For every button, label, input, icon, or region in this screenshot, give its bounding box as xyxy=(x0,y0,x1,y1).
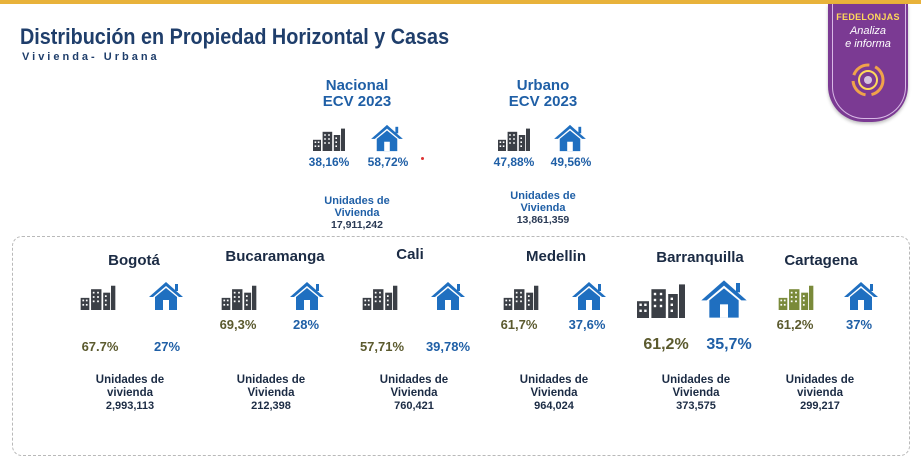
fedelonjas-logo-icon xyxy=(851,63,885,97)
cartagena-units-label2: vivienda xyxy=(796,387,844,399)
bucaramanga-units-value: 212,398 xyxy=(251,400,291,412)
nacional-units-label2: Vivienda xyxy=(334,207,380,219)
nacional-title-line1: Nacional xyxy=(325,77,389,94)
cartagena-units: Unidades de vivienda 299,217 xyxy=(750,374,890,413)
barranquilla-units-value: 373,575 xyxy=(676,400,716,412)
urbano-title-line1: Urbano xyxy=(516,77,570,94)
cartagena-casa-pct: 37% xyxy=(845,317,873,332)
cali-house-icon xyxy=(429,281,467,311)
bogota-house-icon xyxy=(147,281,185,311)
bogota-building-icon xyxy=(79,284,117,310)
top-accent-bar xyxy=(0,0,921,4)
barranquilla-house-icon xyxy=(698,279,750,319)
medellin-units-label1: Unidades de xyxy=(519,374,589,386)
medellin-casa-pct: 37,6% xyxy=(568,317,606,332)
bogota-units-label1: Unidades de xyxy=(95,374,165,386)
urbano-units: Unidades de Vivienda 13,861,359 xyxy=(478,190,608,226)
city-name-medellin: Medellin xyxy=(525,248,586,265)
urbano-title: Urbano ECV 2023 xyxy=(473,78,613,110)
city-name-bucaramanga: Bucaramanga xyxy=(225,248,325,265)
barranquilla-casa-pct: 35,7% xyxy=(706,336,752,353)
badge-border xyxy=(832,4,906,119)
page-title: Distribución en Propiedad Horizontal y C… xyxy=(20,24,450,49)
nacional-units-label1: Unidades de xyxy=(324,195,390,207)
bogota-casa-pct: 27% xyxy=(153,339,181,354)
bogota-units: Unidades de vivienda 2,993,113 xyxy=(60,374,200,413)
medellin-ph-pct: 61,7% xyxy=(500,317,538,332)
urbano-units-label2: Vivienda xyxy=(520,202,566,214)
cartagena-units-label1: Unidades de xyxy=(785,374,855,386)
city-name-barranquilla: Barranquilla xyxy=(656,249,744,266)
cali-units-value: 760,421 xyxy=(394,400,434,412)
medellin-units: Unidades de Vivienda 964,024 xyxy=(484,374,624,413)
medellin-units-value: 964,024 xyxy=(534,400,574,412)
city-name-cartagena: Cartagena xyxy=(784,252,858,269)
cali-ph-pct: 57,71% xyxy=(359,339,405,354)
nacional-title-line2: ECV 2023 xyxy=(322,93,392,110)
nacional-title: Nacional ECV 2023 xyxy=(287,78,427,110)
medellin-units-label2: Vivienda xyxy=(530,387,578,399)
nacional-ph-pct: 38,16% xyxy=(308,155,350,169)
badge-brand: FEDELONJAS xyxy=(836,12,900,22)
urbano-units-value: 13,861,359 xyxy=(516,214,570,226)
cali-units-label2: Vivienda xyxy=(390,387,438,399)
page-subtitle: Vivienda- Urbana xyxy=(22,51,160,63)
bucaramanga-units-label1: Unidades de xyxy=(236,374,306,386)
stray-mark xyxy=(421,157,424,160)
cities-panel xyxy=(12,236,910,456)
cali-building-icon xyxy=(361,284,399,310)
urbano-house-icon xyxy=(553,124,587,152)
urbano-casa-pct: 49,56% xyxy=(550,155,592,169)
urbano-ph-pct: 47,88% xyxy=(493,155,535,169)
medellin-building-icon xyxy=(502,284,540,310)
badge-tagline-2: e informa xyxy=(845,38,891,50)
bucaramanga-units-label2: Vivienda xyxy=(247,387,295,399)
cali-casa-pct: 39,78% xyxy=(425,339,471,354)
nacional-casa-pct: 58,72% xyxy=(367,155,409,169)
nacional-building-icon xyxy=(312,127,346,151)
urbano-units-label1: Unidades de xyxy=(510,190,576,202)
bucaramanga-units: Unidades de Vivienda 212,398 xyxy=(201,374,341,413)
nacional-units-value: 17,911,242 xyxy=(331,219,383,231)
cartagena-building-icon xyxy=(777,284,815,310)
nacional-units: Unidades de Vivienda 17,911,242 xyxy=(292,195,422,231)
barranquilla-building-icon xyxy=(637,282,685,318)
barranquilla-ph-pct: 61,2% xyxy=(643,336,689,353)
bucaramanga-casa-pct: 28% xyxy=(292,317,320,332)
urbano-title-line2: ECV 2023 xyxy=(508,93,578,110)
bucaramanga-building-icon xyxy=(220,284,258,310)
cartagena-house-icon xyxy=(842,281,880,311)
nacional-house-icon xyxy=(370,124,404,152)
badge-tagline-1: Analiza xyxy=(849,25,887,37)
urbano-building-icon xyxy=(497,127,531,151)
cartagena-units-value: 299,217 xyxy=(800,400,840,412)
bogota-units-label2: vivienda xyxy=(106,387,154,399)
cali-units-label1: Unidades de xyxy=(379,374,449,386)
cali-units: Unidades de Vivienda 760,421 xyxy=(344,374,484,413)
city-name-cali: Cali xyxy=(396,246,424,263)
barranquilla-units: Unidades de Vivienda 373,575 xyxy=(626,374,766,413)
bogota-units-value: 2,993,113 xyxy=(105,400,155,412)
city-name-bogota: Bogotá xyxy=(108,252,160,269)
bogota-ph-pct: 67.7% xyxy=(81,339,119,354)
fedelonjas-badge: FEDELONJAS Analiza e informa xyxy=(828,4,908,122)
bucaramanga-house-icon xyxy=(288,281,326,311)
barranquilla-units-label2: Vivienda xyxy=(672,387,720,399)
barranquilla-units-label1: Unidades de xyxy=(661,374,731,386)
medellin-house-icon xyxy=(570,281,608,311)
cartagena-ph-pct: 61,2% xyxy=(776,317,814,332)
bucaramanga-ph-pct: 69,3% xyxy=(219,317,257,332)
